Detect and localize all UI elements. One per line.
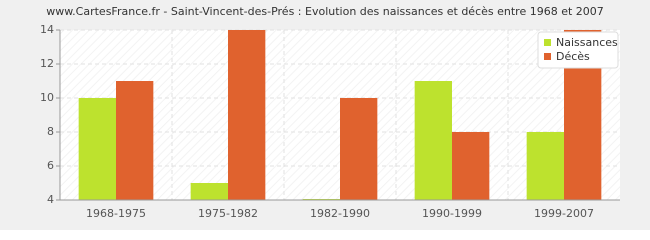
y-tick-label: 4 (47, 193, 54, 206)
y-tick-label: 8 (47, 125, 54, 138)
y-tick-label: 14 (40, 23, 54, 36)
chart: www.CartesFrance.fr - Saint-Vincent-des-… (0, 0, 650, 230)
y-tick-label: 12 (40, 57, 54, 70)
x-tick-label: 1999-2007 (534, 207, 594, 220)
bar (414, 81, 452, 200)
bar (116, 81, 154, 200)
legend-swatch (544, 53, 551, 60)
x-tick-label: 1982-1990 (310, 207, 370, 220)
legend-label: Décès (556, 50, 590, 63)
bar (452, 132, 490, 200)
bar (340, 98, 378, 200)
legend-swatch (544, 39, 551, 46)
legend-box (537, 31, 619, 69)
y-tick-label: 6 (47, 159, 54, 172)
x-tick-label: 1975-1982 (198, 207, 258, 220)
y-tick-label: 10 (40, 91, 54, 104)
bar (526, 132, 564, 200)
legend-label: Naissances (556, 36, 618, 49)
chart-title: www.CartesFrance.fr - Saint-Vincent-des-… (46, 5, 604, 18)
bar (78, 98, 116, 200)
bar (190, 183, 228, 200)
x-tick-label: 1990-1999 (422, 207, 482, 220)
bar (228, 30, 266, 200)
x-tick-label: 1968-1975 (86, 207, 146, 220)
